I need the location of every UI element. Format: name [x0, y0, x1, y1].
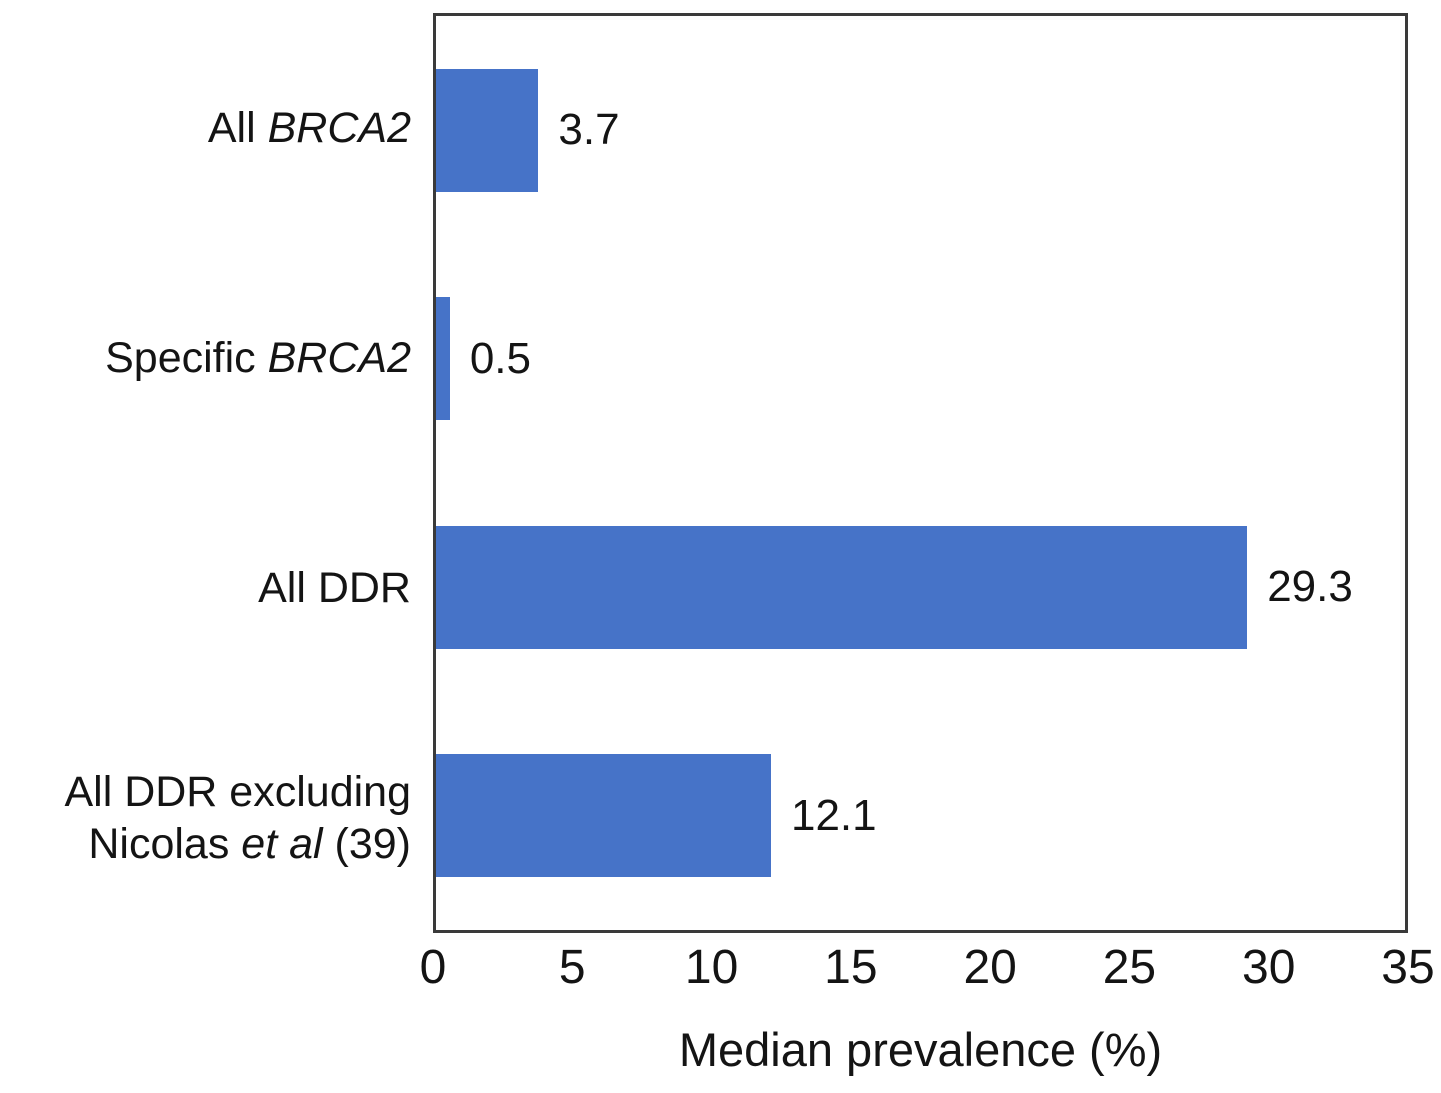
category-label: Specific BRCA2 [0, 243, 411, 473]
x-tick-label: 25 [1102, 941, 1157, 994]
x-axis-title: Median prevalence (%) [678, 1023, 1163, 1076]
x-tick-label: 5 [558, 941, 586, 994]
bar-row: 29.3 [436, 473, 1405, 702]
category-label-line: All BRCA2 [207, 103, 411, 152]
x-tick-label: 35 [1381, 941, 1435, 994]
x-tick-row: 0 5 10 15 20 25 30 35 [420, 940, 1435, 1002]
bar-row: 0.5 [436, 245, 1405, 474]
x-tick-label: 30 [1242, 941, 1296, 994]
category-label: All DDR [0, 473, 411, 703]
bar [436, 68, 539, 192]
x-tick-label: 0 [419, 941, 447, 994]
x-tick-label: 15 [824, 941, 878, 994]
bar-value-label: 29.3 [1267, 562, 1353, 612]
category-label-line: Specific BRCA2 [105, 333, 411, 382]
x-tick-label: 10 [684, 941, 739, 994]
bar [436, 297, 450, 421]
category-label-line: Nicolas et al (39) [88, 820, 411, 868]
bar-value-label: 12.1 [790, 790, 877, 840]
category-label-line: All DDR [258, 563, 411, 612]
category-label: All DDR excluding Nicolas et al (39) [0, 703, 411, 933]
x-tick-label: 20 [963, 941, 1017, 994]
bar [436, 525, 1248, 649]
bar [436, 754, 771, 878]
category-label: All BRCA2 [0, 13, 411, 243]
category-label-line: All DDR excluding [64, 767, 411, 816]
category-labels: All BRCA2 Specific BRCA2 All DDR All DDR ex… [0, 13, 423, 933]
bar-value-label: 0.5 [469, 333, 531, 383]
plot-area: 3.7 0.5 29.3 12.1 [433, 13, 1408, 933]
bar-row: 12.1 [436, 702, 1405, 931]
bar-row: 3.7 [436, 16, 1405, 245]
bar-value-label: 3.7 [558, 105, 620, 155]
